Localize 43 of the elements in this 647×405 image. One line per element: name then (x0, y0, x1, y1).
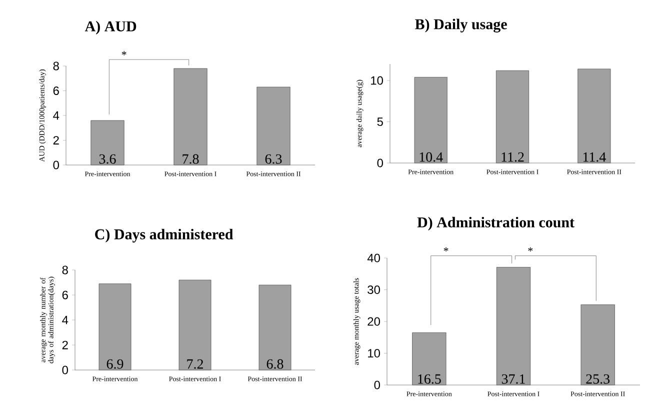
chart-title: A) AUD (84, 20, 136, 34)
bar (496, 267, 531, 386)
y-tick-label: 5 (377, 118, 383, 126)
data-label: 10.4 (420, 152, 443, 162)
data-label: 7.8 (182, 154, 199, 164)
bar (90, 120, 124, 166)
y-tick-label: 6 (62, 290, 68, 300)
data-label: 11.4 (583, 152, 606, 162)
text: * (444, 247, 448, 252)
text: * (528, 247, 533, 252)
bar (580, 304, 615, 386)
bar (412, 332, 446, 386)
text: * (122, 51, 126, 56)
y-tick-label: 8 (62, 266, 68, 274)
y-tick-label: 0 (53, 160, 60, 170)
data-label: 6.3 (265, 154, 282, 164)
data-label: 25.3 (586, 374, 610, 384)
y-tick-label: 10 (368, 349, 380, 358)
data-label: 6.8 (266, 359, 284, 369)
y-tick-label: 10 (371, 76, 384, 85)
y-tick-label: 2 (62, 340, 68, 350)
y-tick-label: 0 (377, 158, 384, 168)
data-label: 3.6 (99, 154, 116, 164)
y-tick-label: 30 (368, 286, 380, 294)
data-label: 7.2 (187, 359, 203, 369)
bar (174, 68, 208, 166)
data-label: 16.5 (418, 374, 441, 384)
y-tick-label: 0 (62, 366, 68, 374)
y-tick-label: 0 (374, 380, 380, 390)
y-tick-label: 4 (53, 111, 60, 120)
chart-title: B) Daily usage (415, 18, 507, 32)
y-tick-label: 8 (53, 62, 59, 70)
data-label: 6.9 (106, 359, 124, 369)
y-tick-label: 2 (53, 136, 59, 144)
y-tick-label: 4 (62, 316, 68, 324)
y-tick-label: 20 (368, 317, 380, 326)
y-tick-label: 40 (367, 254, 380, 262)
chart-title: C) Days administered (95, 228, 234, 242)
bar (256, 86, 290, 166)
chart-title: D) Administration count (417, 216, 574, 230)
y-tick-label: 6 (53, 86, 59, 95)
data-label: 11.2 (502, 152, 524, 162)
data-label: 37.1 (502, 374, 525, 384)
